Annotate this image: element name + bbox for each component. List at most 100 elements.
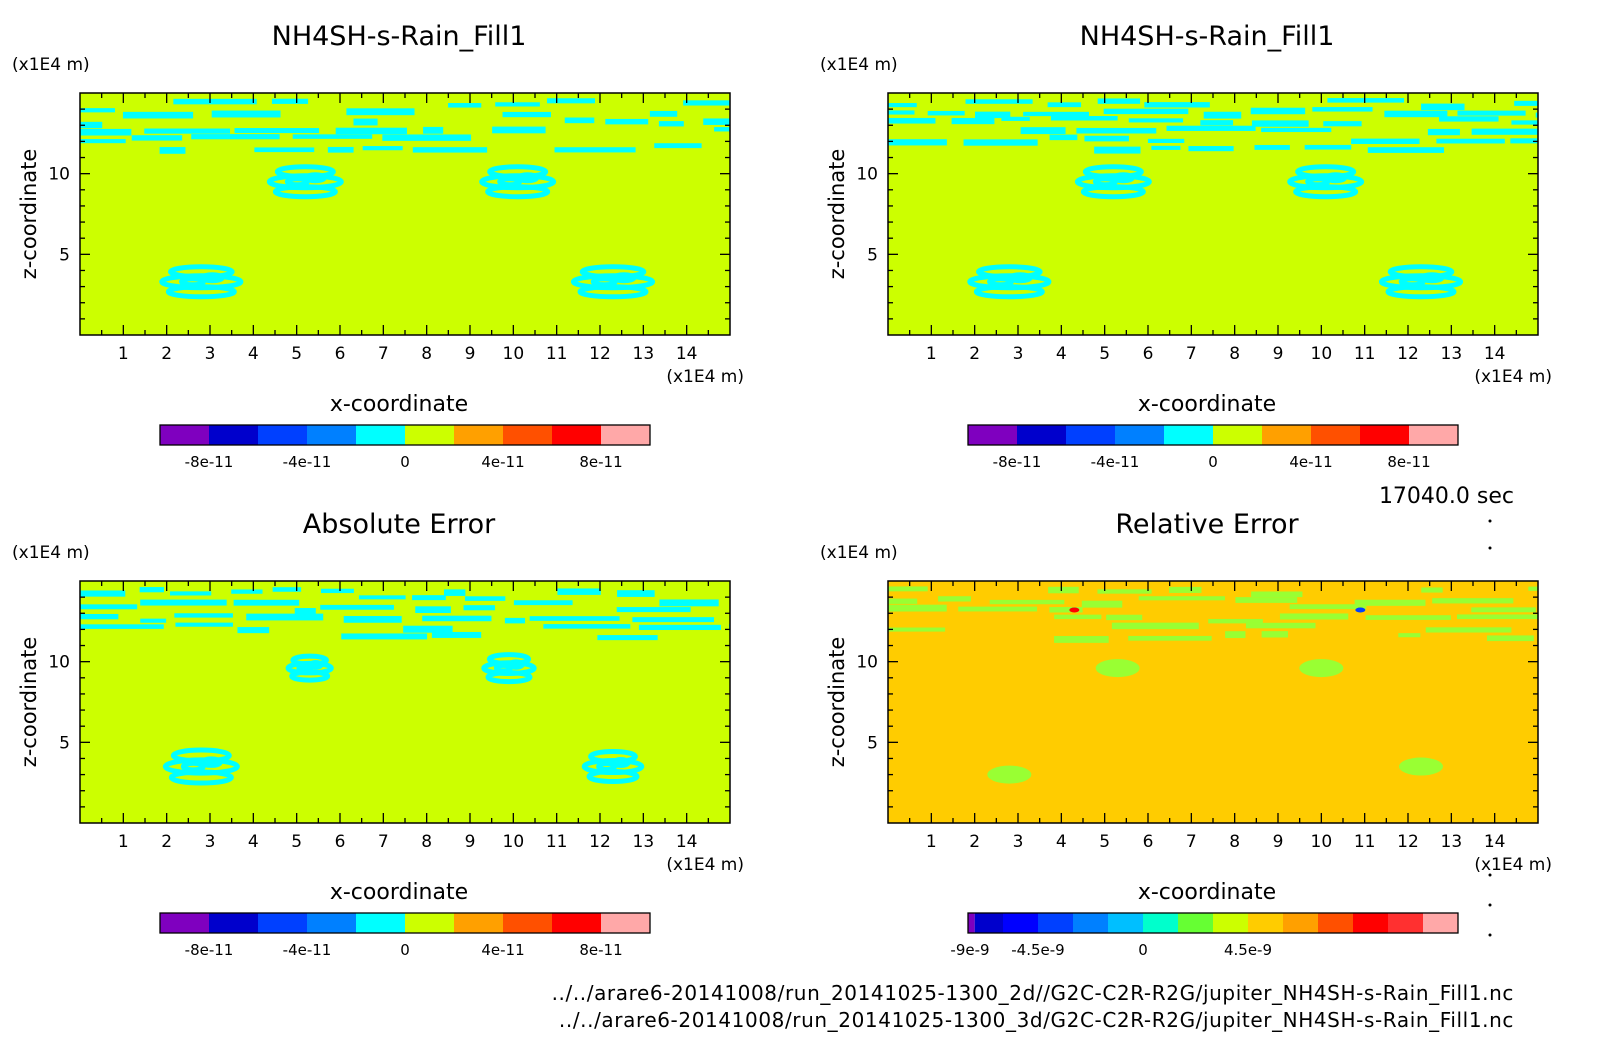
stripe-segment bbox=[1398, 633, 1421, 638]
colorbar-tick-label: -8e-11 bbox=[185, 941, 234, 959]
stripe-segment bbox=[463, 605, 495, 611]
x-tick-label: 3 bbox=[1013, 832, 1024, 852]
colorbar-segment bbox=[1423, 913, 1458, 933]
stripe-segment bbox=[658, 121, 684, 127]
stripe-segment bbox=[659, 599, 719, 607]
stripe-segment bbox=[1020, 127, 1066, 135]
x-tick-label: 12 bbox=[1397, 832, 1419, 852]
contour-ring bbox=[1293, 184, 1359, 200]
x-axis-label: x-coordinate bbox=[1138, 392, 1276, 417]
x-tick-label: 7 bbox=[1186, 344, 1197, 364]
y-tick-label: 10 bbox=[856, 653, 878, 673]
y-tick-label: 5 bbox=[867, 245, 878, 265]
stripe-segment bbox=[543, 624, 631, 629]
contour-island bbox=[162, 747, 240, 786]
y-axis-label: z-coordinate bbox=[17, 637, 41, 768]
stripe-segment bbox=[174, 613, 233, 618]
stripe-segment bbox=[938, 596, 971, 602]
stripe-segment bbox=[175, 622, 233, 627]
colorbar-segment bbox=[1108, 913, 1143, 933]
stripe-segment bbox=[80, 128, 132, 136]
stripe-segment bbox=[140, 618, 167, 623]
stripe-segment bbox=[1384, 110, 1448, 118]
margin-dot bbox=[1488, 546, 1492, 550]
colorbar-segment bbox=[503, 425, 552, 445]
stripe-segment bbox=[423, 126, 444, 134]
contour-ring bbox=[1080, 184, 1146, 200]
x-tick-label: 1 bbox=[118, 344, 129, 364]
colorbar-segment bbox=[307, 913, 356, 933]
x-tick-label: 12 bbox=[589, 832, 611, 852]
contour-ring bbox=[485, 184, 551, 200]
stripe-segment bbox=[131, 135, 183, 141]
x-tick-label: 9 bbox=[465, 344, 476, 364]
colorbar-tick-label: -4e-11 bbox=[283, 453, 332, 471]
x-tick-label: 14 bbox=[676, 832, 698, 852]
colorbar-segment bbox=[454, 913, 503, 933]
stripe-segment bbox=[888, 627, 946, 632]
x-tick-label: 2 bbox=[161, 344, 172, 364]
contour-island bbox=[581, 749, 645, 785]
x-tick-label: 3 bbox=[205, 832, 216, 852]
chart-title: NH4SH-s-Rain_Fill1 bbox=[272, 21, 527, 52]
stripe-segment bbox=[1250, 107, 1306, 115]
y-tick-label: 5 bbox=[59, 245, 70, 265]
stripe-segment bbox=[1200, 120, 1234, 126]
stripe-segment bbox=[1084, 135, 1129, 142]
colorbar-tick-label: -9e-9 bbox=[950, 941, 989, 959]
colorbar: -8e-11 -4e-11 0 4e-11 8e-11 bbox=[159, 424, 651, 471]
stripe-segment bbox=[294, 608, 316, 615]
margin-dot bbox=[1488, 873, 1492, 877]
contour-island bbox=[570, 264, 656, 300]
stripe-segment bbox=[958, 606, 1038, 612]
stripe-segment bbox=[443, 589, 466, 596]
colorbar-tick-label: 4e-11 bbox=[1289, 453, 1332, 471]
y-tick-label: 10 bbox=[48, 653, 70, 673]
x-tick-label: 3 bbox=[1013, 344, 1024, 364]
colorbar-segment bbox=[1311, 425, 1360, 445]
stripe-segment bbox=[1421, 587, 1443, 593]
error-hotspot bbox=[1355, 607, 1366, 613]
stripe-segment bbox=[1304, 144, 1352, 150]
stripe-segment bbox=[464, 596, 506, 601]
contour-ring bbox=[199, 756, 223, 768]
x-tick-label: 4 bbox=[1056, 832, 1067, 852]
x-unit-label: (x1E4 m) bbox=[1474, 367, 1552, 387]
stripe-segment bbox=[965, 99, 1033, 104]
stripe-segment bbox=[564, 117, 595, 124]
stripe-segment bbox=[1279, 613, 1349, 620]
stripe-segment bbox=[448, 103, 482, 108]
colorbar-segment bbox=[209, 913, 258, 933]
contour-ring bbox=[307, 660, 324, 670]
margin-dot bbox=[1488, 903, 1492, 907]
x-tick-label: 14 bbox=[1484, 344, 1506, 364]
x-tick-label: 6 bbox=[335, 344, 346, 364]
colorbar-tick-label: 0 bbox=[400, 453, 410, 471]
x-tick-label: 4 bbox=[248, 344, 259, 364]
colorbar-segment bbox=[405, 425, 454, 445]
stripe-segment bbox=[1188, 146, 1234, 152]
stripe-segment bbox=[632, 617, 715, 623]
stripe-segment bbox=[1486, 635, 1534, 642]
x-tick-label: 10 bbox=[1311, 344, 1333, 364]
stripe-segment bbox=[1225, 631, 1246, 639]
x-tick-label: 14 bbox=[676, 344, 698, 364]
stripe-segment bbox=[963, 139, 1038, 146]
y-tick-label: 10 bbox=[48, 165, 70, 185]
stripe-segment bbox=[649, 110, 678, 117]
stripe-segment bbox=[254, 147, 315, 153]
stripe-segment bbox=[888, 604, 947, 612]
x-tick-label: 5 bbox=[291, 344, 302, 364]
stripe-segment bbox=[362, 146, 403, 151]
stripe-segment bbox=[1514, 100, 1538, 106]
stripe-segment bbox=[343, 615, 402, 623]
stripe-segment bbox=[927, 110, 965, 116]
stripe-segment bbox=[1103, 108, 1189, 115]
colorbar-segment bbox=[1164, 425, 1213, 445]
contour-ring bbox=[507, 659, 525, 670]
stripe-segment bbox=[1439, 116, 1499, 122]
stripe-segment bbox=[173, 98, 257, 105]
colorbar-segment bbox=[1178, 913, 1213, 933]
x-tick-label: 14 bbox=[1484, 832, 1506, 852]
colorbar-tick-label: 8e-11 bbox=[579, 941, 622, 959]
